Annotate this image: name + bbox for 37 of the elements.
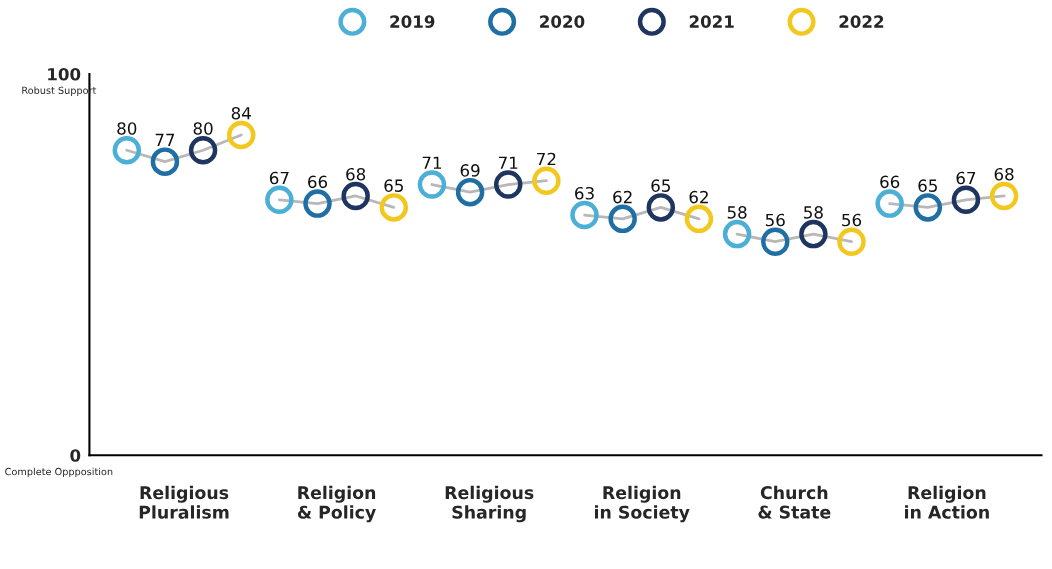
x-tick-label: Religious Pluralism [139,485,229,519]
x-tick-label: Religion in Society [594,485,690,523]
data-label: 66 [308,175,328,189]
data-label: 56 [842,213,862,227]
data-label: 67 [956,171,976,185]
x-tick-label: Religion & Policy [297,485,376,523]
legend-label: 2021 [689,15,734,28]
data-label: 84 [231,106,251,120]
text: Complete Oppposition [5,467,113,478]
x-tick-label: Religious Sharing [445,485,534,523]
legend-label: 2022 [839,15,884,28]
data-label: 71 [422,156,442,169]
data-label: 71 [499,156,518,169]
data-label: 66 [880,175,900,189]
data-label: 58 [804,206,823,219]
data-label: 67 [269,171,289,185]
data-label: 77 [155,133,175,146]
data-label: 58 [727,206,747,219]
data-label: 65 [651,179,670,192]
data-label: 80 [117,122,137,135]
data-label: 80 [193,122,213,135]
data-label: 63 [575,186,594,200]
data-label: 65 [384,179,403,192]
legend-label: 2019 [390,15,435,28]
data-label: 65 [918,179,937,192]
y-tick-label: 100 [48,67,81,81]
data-label: 68 [346,167,366,181]
data-label: 56 [765,213,785,227]
x-tick-label: Religion in Action [905,485,989,519]
y-tick-label: 0 [70,449,81,462]
data-label: 62 [613,190,632,204]
x-tick-label: Church & State [758,485,831,519]
data-label: 68 [994,167,1014,181]
data-label: 62 [689,190,708,204]
data-label: 72 [537,152,556,166]
data-label: 69 [460,164,480,177]
legend-label: 2020 [540,15,585,28]
